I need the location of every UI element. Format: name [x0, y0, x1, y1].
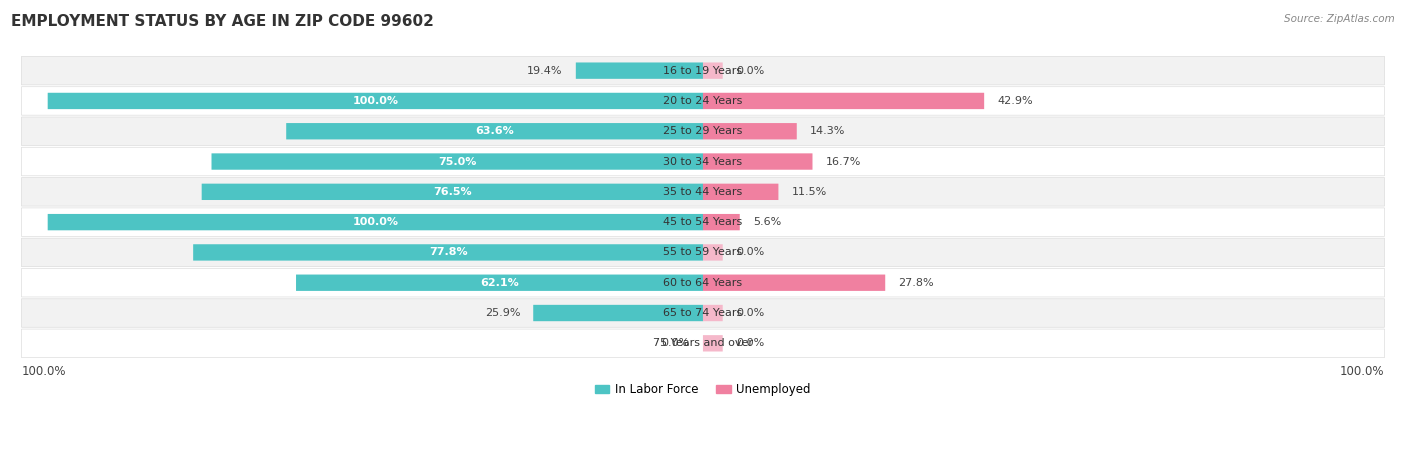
- FancyBboxPatch shape: [703, 244, 723, 261]
- FancyBboxPatch shape: [533, 305, 703, 321]
- FancyBboxPatch shape: [48, 93, 703, 109]
- FancyBboxPatch shape: [703, 214, 740, 230]
- Text: 75 Years and over: 75 Years and over: [652, 338, 754, 348]
- FancyBboxPatch shape: [576, 63, 703, 79]
- Text: 35 to 44 Years: 35 to 44 Years: [664, 187, 742, 197]
- Text: 16 to 19 Years: 16 to 19 Years: [664, 66, 742, 76]
- Text: 14.3%: 14.3%: [810, 126, 845, 136]
- Text: 30 to 34 Years: 30 to 34 Years: [664, 157, 742, 166]
- Text: 0.0%: 0.0%: [735, 248, 763, 257]
- Text: 100.0%: 100.0%: [21, 365, 66, 378]
- Text: 62.1%: 62.1%: [481, 278, 519, 288]
- Legend: In Labor Force, Unemployed: In Labor Force, Unemployed: [591, 378, 815, 401]
- FancyBboxPatch shape: [21, 147, 1385, 176]
- Text: 11.5%: 11.5%: [792, 187, 827, 197]
- FancyBboxPatch shape: [201, 184, 703, 200]
- Text: 0.0%: 0.0%: [735, 308, 763, 318]
- Text: 27.8%: 27.8%: [898, 278, 934, 288]
- FancyBboxPatch shape: [297, 274, 703, 291]
- FancyBboxPatch shape: [287, 123, 703, 140]
- FancyBboxPatch shape: [703, 335, 723, 351]
- Text: 0.0%: 0.0%: [662, 338, 690, 348]
- Text: 100.0%: 100.0%: [353, 217, 398, 227]
- FancyBboxPatch shape: [703, 123, 797, 140]
- FancyBboxPatch shape: [21, 329, 1385, 358]
- FancyBboxPatch shape: [21, 87, 1385, 115]
- FancyBboxPatch shape: [21, 178, 1385, 206]
- Text: 20 to 24 Years: 20 to 24 Years: [664, 96, 742, 106]
- FancyBboxPatch shape: [21, 208, 1385, 236]
- Text: 76.5%: 76.5%: [433, 187, 471, 197]
- FancyBboxPatch shape: [48, 214, 703, 230]
- FancyBboxPatch shape: [703, 184, 779, 200]
- FancyBboxPatch shape: [21, 269, 1385, 297]
- Text: 0.0%: 0.0%: [735, 66, 763, 76]
- FancyBboxPatch shape: [21, 117, 1385, 145]
- Text: 100.0%: 100.0%: [353, 96, 398, 106]
- FancyBboxPatch shape: [703, 153, 813, 170]
- FancyBboxPatch shape: [703, 93, 984, 109]
- Text: 45 to 54 Years: 45 to 54 Years: [664, 217, 742, 227]
- Text: EMPLOYMENT STATUS BY AGE IN ZIP CODE 99602: EMPLOYMENT STATUS BY AGE IN ZIP CODE 996…: [11, 14, 434, 28]
- Text: Source: ZipAtlas.com: Source: ZipAtlas.com: [1284, 14, 1395, 23]
- Text: 42.9%: 42.9%: [997, 96, 1033, 106]
- Text: 0.0%: 0.0%: [735, 338, 763, 348]
- FancyBboxPatch shape: [193, 244, 703, 261]
- FancyBboxPatch shape: [703, 274, 886, 291]
- Text: 60 to 64 Years: 60 to 64 Years: [664, 278, 742, 288]
- Text: 25 to 29 Years: 25 to 29 Years: [664, 126, 742, 136]
- Text: 77.8%: 77.8%: [429, 248, 467, 257]
- Text: 19.4%: 19.4%: [527, 66, 562, 76]
- Text: 5.6%: 5.6%: [752, 217, 782, 227]
- FancyBboxPatch shape: [703, 305, 723, 321]
- Text: 100.0%: 100.0%: [1340, 365, 1385, 378]
- Text: 75.0%: 75.0%: [439, 157, 477, 166]
- Text: 55 to 59 Years: 55 to 59 Years: [664, 248, 742, 257]
- FancyBboxPatch shape: [21, 299, 1385, 327]
- Text: 63.6%: 63.6%: [475, 126, 515, 136]
- FancyBboxPatch shape: [211, 153, 703, 170]
- FancyBboxPatch shape: [21, 238, 1385, 267]
- FancyBboxPatch shape: [703, 63, 723, 79]
- Text: 25.9%: 25.9%: [485, 308, 520, 318]
- FancyBboxPatch shape: [21, 56, 1385, 85]
- Text: 16.7%: 16.7%: [825, 157, 860, 166]
- Text: 65 to 74 Years: 65 to 74 Years: [664, 308, 742, 318]
